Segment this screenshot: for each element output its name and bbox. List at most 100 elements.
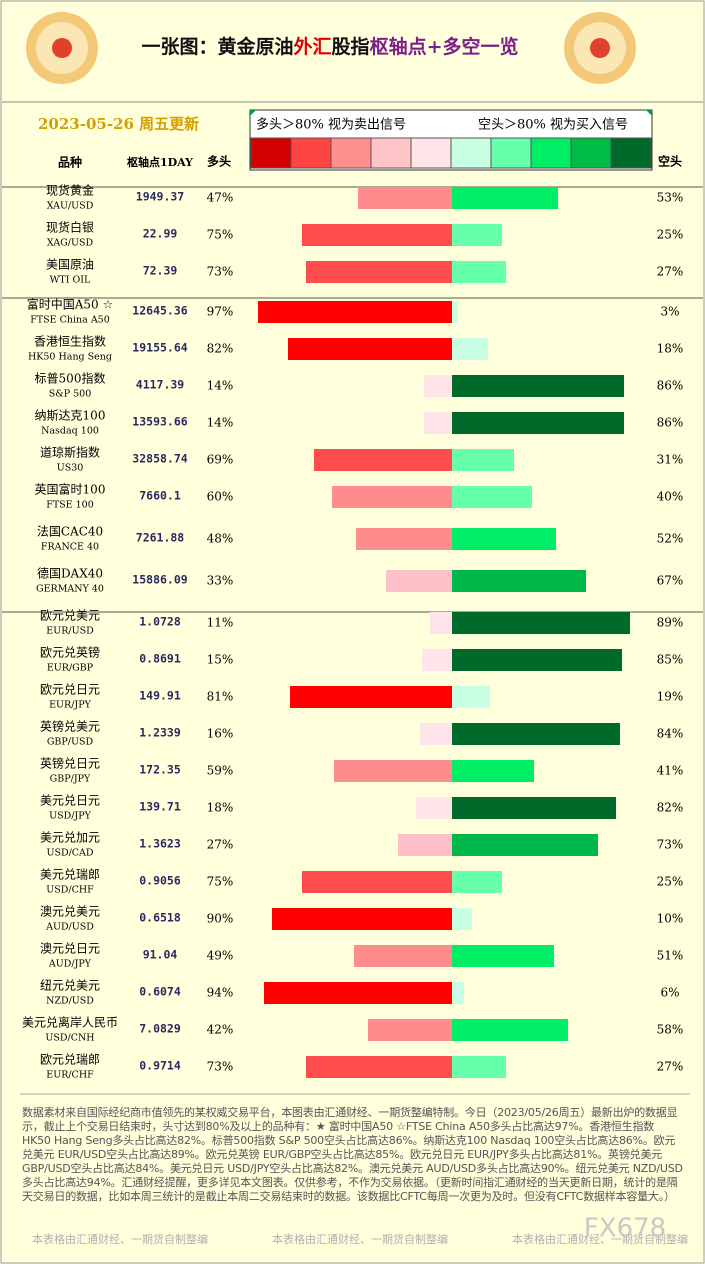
instrument-code: USD/CHF [46,885,94,896]
instrument-code: HK50 Hang Seng [28,352,112,363]
short-bar [452,570,586,592]
instrument-name: 美元兑日元 [40,794,100,808]
footer-text: 数据素材来自国际经纪商市值领先的某权威交易平台，本图表由汇通财经、一期货整编特制… [22,1106,683,1203]
long-bar [264,982,452,1004]
long-pct: 47% [207,191,234,205]
instrument-code: USD/CNH [45,1033,94,1044]
pivot: 7261.88 [136,531,185,545]
instrument-code: AUD/USD [45,922,94,933]
legend-long: 多头＞80% 视为卖出信号 [256,117,406,133]
long-bar [358,187,452,209]
long-pct: 42% [207,1023,234,1037]
pivot: 19155.64 [132,341,187,355]
short-bar [452,528,556,550]
long-pct: 69% [207,453,234,467]
short-pct: 53% [657,191,684,205]
short-bar [452,375,624,397]
long-pct: 15% [207,653,234,667]
pivot: 1.2339 [139,726,181,740]
instrument-code: FTSE China A50 [30,315,110,326]
instrument-code: EUR/GBP [47,663,94,674]
pivot: 13593.66 [132,415,187,429]
title-part: 枢轴点+多空一览 [370,35,519,58]
short-pct: 31% [657,453,684,467]
short-bar [452,486,532,508]
short-bar [452,871,502,893]
credit: 本表格由汇通财经、一期货自制整编 [32,1232,208,1246]
long-bar [302,224,452,246]
long-bar [258,301,452,323]
short-bar [452,187,558,209]
col-short: 空头 [658,154,682,169]
instrument-name: 英镑兑美元 [40,719,100,734]
short-pct: 85% [657,653,684,667]
title-part: 股指 [332,36,370,58]
pivot: 1949.37 [136,190,185,204]
logo-left [26,12,98,84]
instrument-code: NZD/USD [46,996,94,1007]
instrument-name: 道琼斯指数 [40,445,100,460]
short-bar [452,612,630,634]
long-pct: 14% [207,379,234,393]
legend-swatch [290,137,332,169]
long-pct: 18% [207,801,234,815]
legend-swatch [410,137,452,169]
instrument-code: EUR/JPY [49,700,91,711]
instrument-name: 法国CAC40 [37,525,103,539]
short-pct: 86% [657,416,684,430]
long-bar [386,570,452,592]
instrument-name: 德国DAX40 [37,566,103,581]
pivot: 12645.36 [132,304,187,318]
short-bar [452,797,616,819]
short-bar [452,261,506,283]
legend-corner [646,110,652,116]
short-pct: 6% [660,986,679,1000]
instrument-code: S&P 500 [49,389,92,400]
short-pct: 3% [660,305,679,319]
pivot: 172.35 [139,763,181,777]
short-pct: 52% [657,532,684,546]
title: 一张图：黄金原油外汇股指枢轴点+多空一览 [142,35,519,58]
instrument-code: WTI OIL [50,275,91,286]
short-bar [452,1056,506,1078]
long-pct: 60% [207,490,234,504]
short-pct: 89% [657,616,684,630]
instrument-name: 欧元兑日元 [40,683,100,697]
long-pct: 82% [207,342,234,356]
short-pct: 51% [657,949,684,963]
legend-swatch [330,137,372,169]
long-bar [420,723,452,745]
long-bar [288,338,452,360]
short-bar [452,224,502,246]
long-bar [422,649,452,671]
legend-swatch [370,137,412,169]
pivot: 72.39 [143,264,178,278]
instrument-code: GBP/USD [47,737,94,748]
short-bar [452,412,624,434]
long-bar [306,1056,452,1078]
pivot: 7.0829 [139,1022,181,1036]
long-pct: 73% [207,1060,234,1074]
long-bar [332,486,452,508]
long-bar [424,412,452,434]
instrument-code: USD/JPY [49,811,92,822]
long-bar [302,871,452,893]
legend-swatch [610,137,652,169]
long-bar [398,834,452,856]
long-pct: 75% [207,875,234,889]
pivot: 1.3623 [139,837,181,851]
instrument-code: EUR/CHF [46,1070,94,1081]
short-bar [452,649,622,671]
long-pct: 90% [207,912,234,926]
long-pct: 49% [207,949,234,963]
instrument-code: GBP/JPY [50,774,91,785]
long-bar [272,908,452,930]
pivot: 139.71 [139,800,181,814]
instrument-name: 纽元兑美元 [40,979,100,993]
title-part: 外汇 [294,35,332,58]
short-pct: 10% [657,912,684,926]
long-bar [368,1019,452,1041]
